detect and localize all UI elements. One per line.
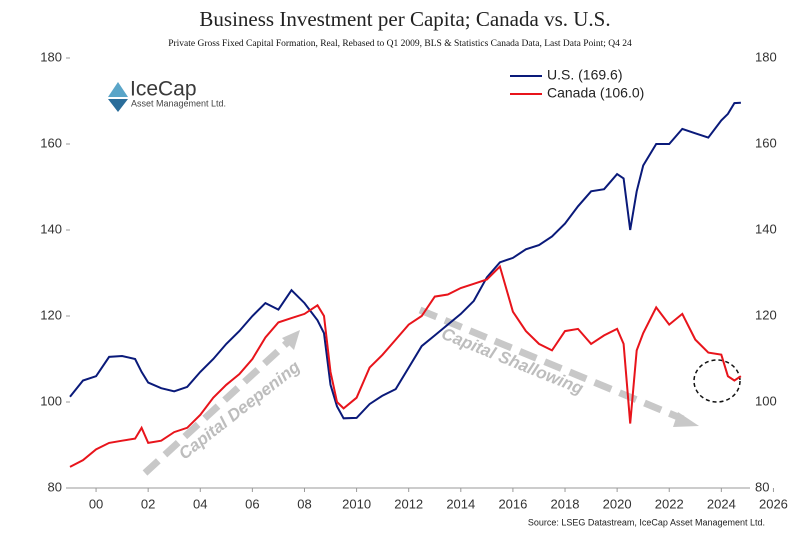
series-line (69, 101, 741, 420)
x-tick-label: 2022 (655, 496, 684, 511)
source: Source: LSEG Datastream, IceCap Asset Ma… (528, 517, 765, 527)
y2-tick-label: 160 (755, 135, 777, 150)
x-tick-label: 2016 (498, 496, 527, 511)
logo: IceCap Asset Management Ltd. (108, 78, 226, 112)
chart-title: Business Investment per Capita; Canada v… (199, 7, 610, 31)
x-tick-label: 06 (245, 496, 259, 511)
x-tick-label: 2026 (759, 496, 788, 511)
arrow (142, 339, 291, 476)
arrows (142, 306, 699, 476)
x-tick-label: 04 (193, 496, 207, 511)
arrow (418, 306, 685, 423)
x-tick-label: 08 (297, 496, 311, 511)
legend-label: U.S. (169.6) (547, 67, 622, 83)
x-tick-label: 2014 (446, 496, 475, 511)
y-tick-label: 100 (40, 393, 62, 408)
logo-icon (108, 82, 128, 97)
legend-label: Canada (106.0) (547, 85, 644, 101)
chart-subtitle: Private Gross Fixed Capital Formation, R… (168, 39, 632, 49)
x-tick-label: 2018 (551, 496, 580, 511)
y-tick-label: 140 (40, 221, 62, 236)
logo-name: IceCap (130, 78, 197, 101)
y2-tick-label: 120 (755, 307, 777, 322)
highlight-circle (693, 359, 741, 403)
series-line (69, 264, 742, 468)
y-tick-label: 180 (40, 49, 62, 64)
y2-tick-label: 80 (755, 479, 769, 494)
x-tick-label: 00 (89, 496, 103, 511)
annotation: Capital Shallowing (439, 324, 587, 398)
x-tick-label: 2012 (394, 496, 423, 511)
x-tick-label: 2020 (603, 496, 632, 511)
y-tick-label: 120 (40, 307, 62, 322)
arrow-head (673, 412, 699, 427)
arrow-head (282, 330, 300, 350)
x-tick-label: 2024 (707, 496, 736, 511)
y2-tick-label: 100 (755, 393, 777, 408)
y2-tick-label: 180 (755, 49, 777, 64)
y2-tick-label: 140 (755, 221, 777, 236)
y-tick-label: 80 (48, 479, 62, 494)
x-tick-label: 02 (141, 496, 155, 511)
logo-icon (108, 99, 128, 112)
x-tick-label: 2010 (342, 496, 371, 511)
logo-tagline: Asset Management Ltd. (131, 98, 226, 108)
y-tick-label: 160 (40, 135, 62, 150)
